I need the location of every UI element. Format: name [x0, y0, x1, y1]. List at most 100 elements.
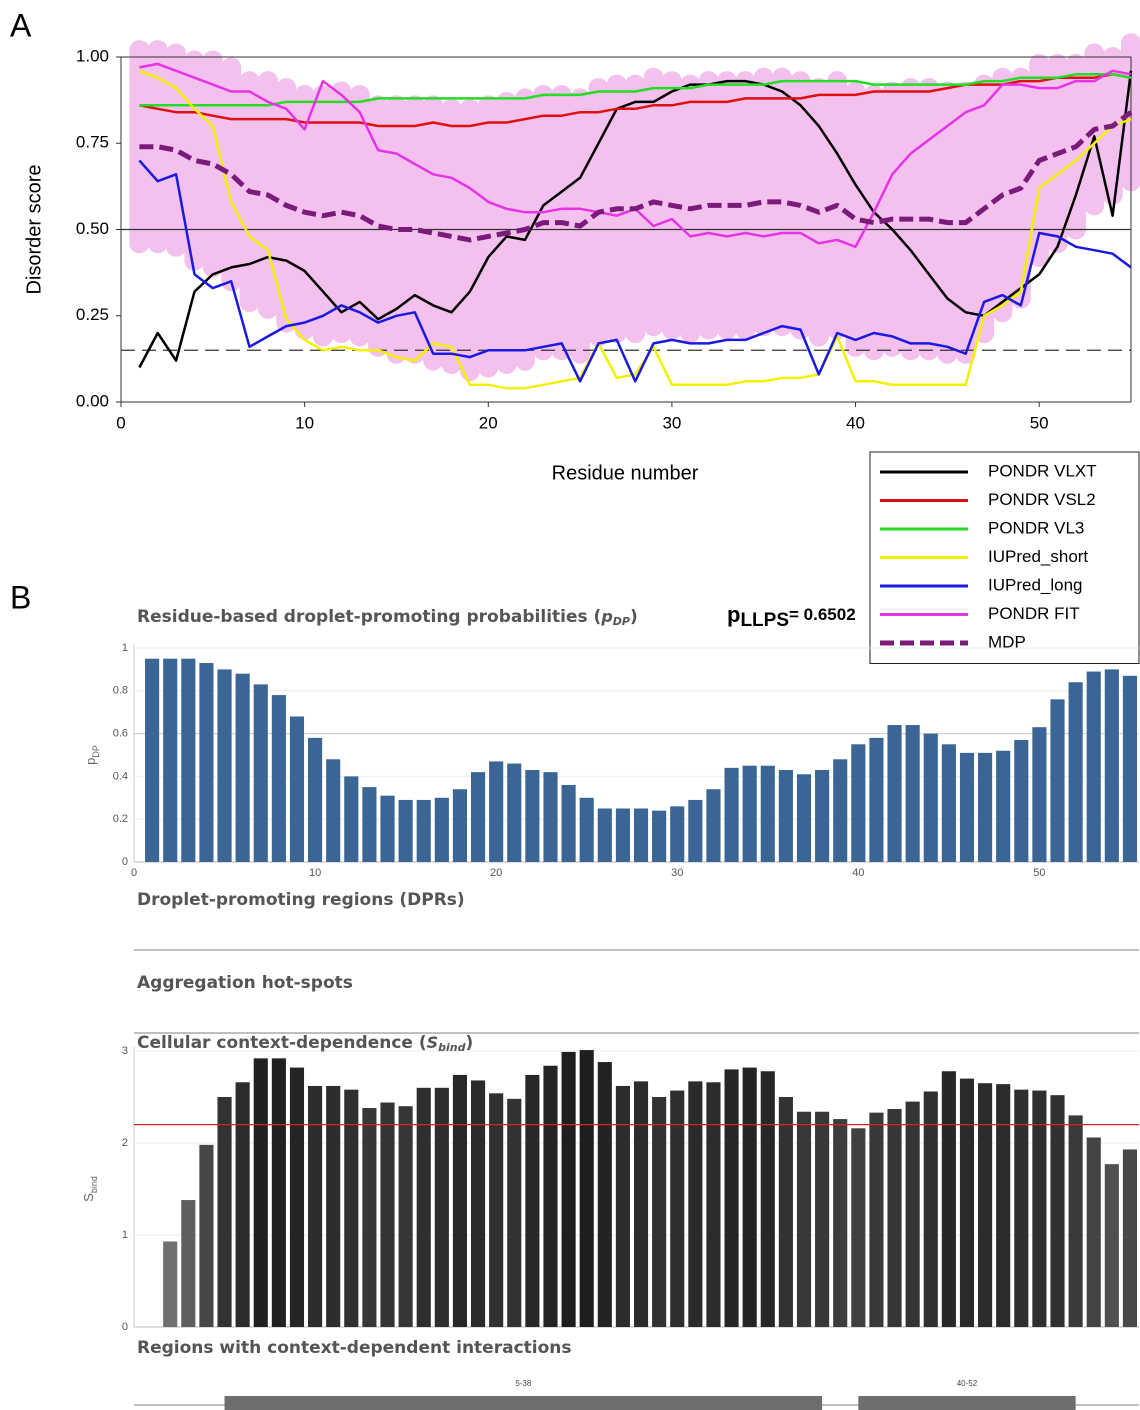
bar	[778, 1097, 793, 1327]
x-tick-label: 40	[846, 413, 865, 432]
bar	[181, 1200, 196, 1327]
annotation-part: LLPS	[740, 610, 789, 631]
chart-title-part: Residue-based droplet-promoting probabil…	[137, 607, 601, 627]
bar	[887, 725, 902, 862]
series-line	[138, 70, 1133, 369]
legend-label: PONDR VL3	[988, 518, 1084, 537]
y-tick-label: 0.4	[113, 770, 128, 782]
y-tick-label: 1.00	[76, 46, 109, 65]
y-axis-label: Disorder score	[23, 164, 45, 294]
chart-title-part: )	[466, 1033, 474, 1053]
bar	[434, 797, 449, 862]
chart-title-part: Cellular context-dependence (	[137, 1033, 427, 1053]
bar	[670, 1090, 685, 1327]
y-axis-label-part: bind	[89, 1176, 99, 1193]
bar	[217, 1097, 232, 1327]
bar	[796, 1111, 812, 1327]
y-tick-label: 1	[122, 1229, 128, 1241]
section-title: Aggregation hot-spots	[137, 973, 353, 993]
y-axis-label-part: S	[81, 1193, 96, 1202]
panel-label: B	[10, 579, 31, 615]
chart-title-part: S	[427, 1033, 439, 1052]
section-title: Droplet-promoting regions (DPRs)	[137, 890, 465, 910]
bar	[416, 799, 431, 862]
bar	[271, 1058, 286, 1327]
bar	[579, 1050, 594, 1327]
chart-title-part: bind	[438, 1041, 465, 1054]
bar	[470, 1080, 486, 1327]
x-tick-label: 40	[852, 867, 864, 879]
x-tick-label: 10	[295, 413, 314, 432]
bar	[543, 772, 558, 862]
chart-title: Cellular context-dependence (Sbind)	[137, 1033, 473, 1055]
y-tick-label: 3	[122, 1045, 128, 1057]
bar	[470, 772, 486, 862]
bar	[670, 806, 685, 862]
legend-label: PONDR VLXT	[988, 461, 1097, 480]
bar	[561, 1051, 576, 1327]
x-tick-label: 20	[479, 413, 498, 432]
bar	[706, 789, 721, 862]
bar	[833, 1119, 848, 1327]
bar	[253, 684, 268, 862]
bar	[1050, 699, 1065, 862]
bar	[217, 669, 232, 862]
bar	[652, 1097, 667, 1327]
legend-label: MDP	[988, 632, 1026, 651]
bar	[163, 1241, 178, 1327]
bar	[833, 759, 848, 862]
bar	[181, 658, 196, 862]
bar	[489, 761, 504, 862]
bar	[941, 1071, 956, 1327]
bar	[362, 1108, 377, 1327]
region-label: 40-52	[957, 1379, 978, 1388]
bar	[308, 737, 323, 862]
bar	[996, 750, 1011, 862]
y-axis-label-part: DP	[91, 745, 101, 758]
bar	[507, 763, 522, 862]
bar	[941, 744, 956, 862]
x-tick-label: 10	[309, 867, 321, 879]
series-line	[138, 159, 1132, 383]
y-tick-label: 0.50	[76, 219, 109, 238]
bar	[145, 658, 160, 862]
bar	[905, 1101, 920, 1327]
annotation-part: = 0.6502	[789, 605, 856, 624]
bar	[633, 808, 649, 862]
legend-label: IUPred_short	[988, 547, 1088, 566]
bar	[489, 1093, 504, 1327]
bar	[308, 1085, 323, 1327]
chart-title-part: )	[630, 607, 638, 627]
bar	[978, 1083, 993, 1327]
bar	[525, 769, 540, 862]
bar	[1122, 1149, 1138, 1327]
legend-label: PONDR FIT	[988, 604, 1080, 623]
bar	[796, 774, 812, 862]
bar	[1050, 1095, 1065, 1327]
x-tick-label: 50	[1030, 413, 1049, 432]
bar	[923, 733, 938, 862]
bar	[561, 784, 576, 862]
chart-title-part: p	[600, 607, 612, 626]
bar	[959, 752, 975, 862]
bar	[815, 1111, 830, 1327]
x-tick-label: 20	[490, 867, 502, 879]
bar	[869, 737, 884, 862]
bar	[851, 1128, 866, 1327]
bar	[760, 765, 775, 862]
bar	[1104, 669, 1119, 862]
bar	[199, 1144, 214, 1327]
bar	[344, 1089, 359, 1327]
bar	[253, 1058, 268, 1327]
legend-label: PONDR VSL2	[988, 490, 1096, 509]
legend-label: IUPred_long	[988, 575, 1083, 594]
bar	[1032, 727, 1047, 862]
bar	[452, 1074, 468, 1327]
bar	[778, 769, 793, 862]
bar	[235, 673, 250, 862]
bar	[688, 799, 703, 862]
bar	[416, 1087, 431, 1327]
section-title: Regions with context-dependent interacti…	[137, 1338, 572, 1358]
bar	[615, 808, 630, 862]
